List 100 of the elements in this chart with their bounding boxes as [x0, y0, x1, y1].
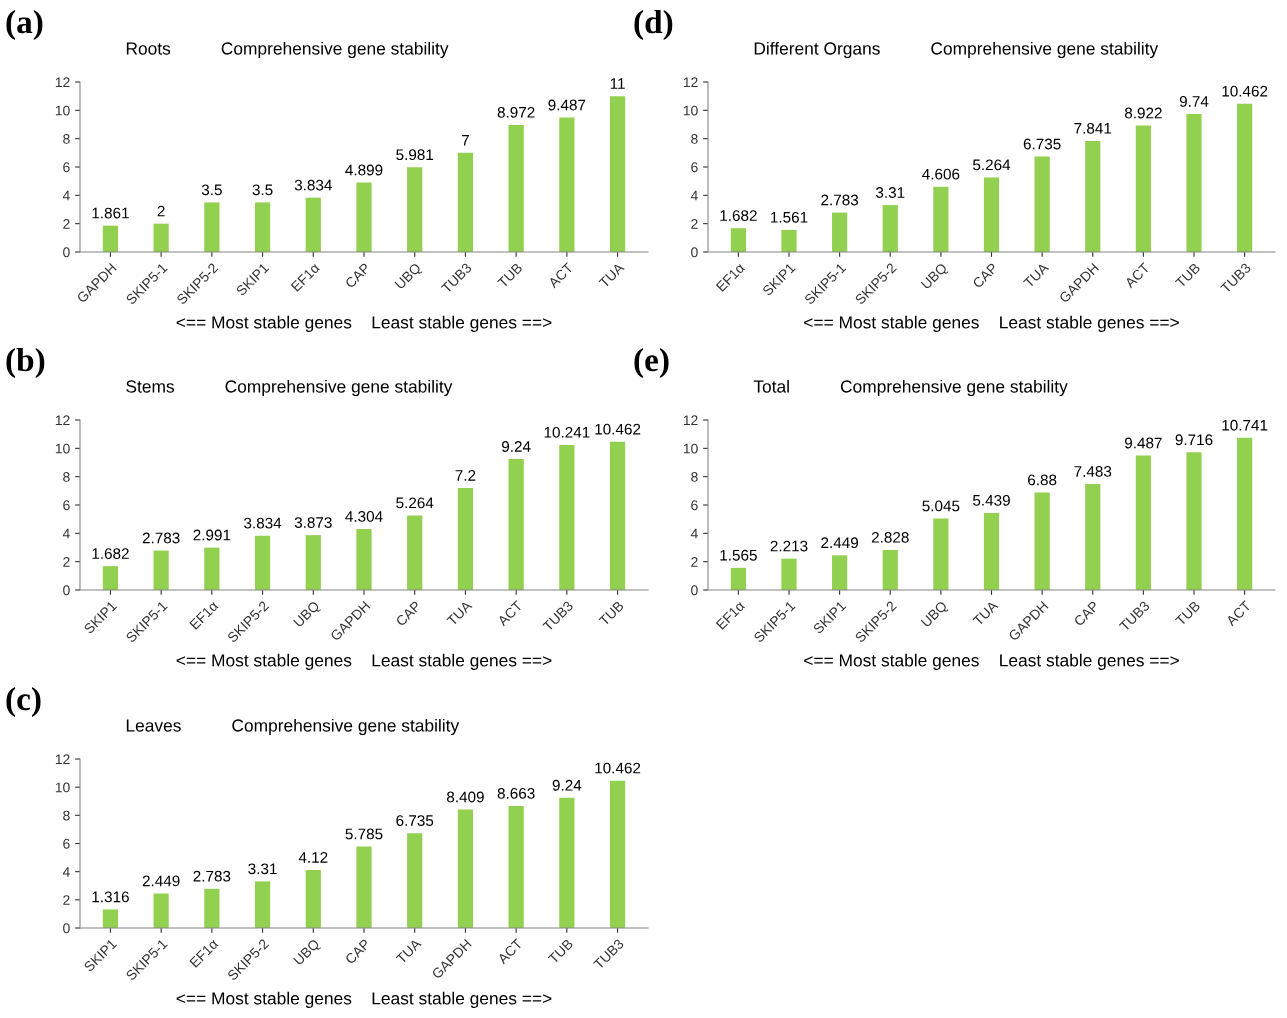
x-tick-label: TUB	[1174, 262, 1201, 289]
chart-subtitle: Comprehensive gene stability	[931, 41, 1159, 59]
data-label: 4.12	[298, 851, 328, 863]
data-label: 5.981	[396, 149, 434, 161]
y-tick-label: 8	[63, 472, 70, 482]
bar	[457, 488, 474, 590]
data-label: 6.735	[396, 815, 434, 826]
bar	[1237, 103, 1253, 252]
data-label: 4.304	[345, 511, 383, 522]
bar	[254, 535, 271, 590]
y-tick-label: 6	[63, 162, 70, 173]
bar	[983, 512, 1000, 590]
bar	[832, 555, 848, 590]
text: (a)	[6, 9, 43, 41]
y-tick-label: 10	[55, 782, 70, 793]
data-label: 2.783	[193, 870, 231, 882]
data-label: 2.991	[193, 529, 231, 541]
y-tick-label: 12	[55, 77, 70, 88]
y-tick-label: 0	[63, 585, 70, 596]
bar	[305, 869, 321, 928]
bar	[1186, 452, 1202, 590]
data-label: 7.483	[1074, 465, 1112, 477]
y-tick-label: 4	[690, 528, 698, 539]
data-label: 2	[157, 205, 165, 217]
data-label: 3.834	[294, 179, 332, 191]
data-label: 9.24	[501, 441, 531, 452]
x-tick-label: TUA	[972, 600, 999, 627]
chart-subtitle: Comprehensive gene stability	[232, 718, 460, 736]
bar	[102, 225, 119, 252]
data-label: 5.264	[396, 497, 434, 509]
x-axis-title: <== Most stable genes Least stable genes ==>	[176, 653, 552, 670]
data-label: 10.462	[595, 423, 641, 435]
data-label: 11	[610, 78, 625, 89]
data-label: 2.213	[770, 540, 808, 552]
bar	[1237, 437, 1253, 590]
bar	[153, 893, 169, 928]
y-tick-label: 0	[691, 247, 698, 258]
bar	[933, 518, 949, 590]
data-label: 5.045	[922, 500, 960, 512]
bar	[508, 459, 524, 590]
y-tick-label: 2	[63, 219, 70, 229]
bar	[204, 202, 220, 252]
y-tick-label: 0	[63, 923, 70, 934]
bar	[305, 535, 321, 590]
bar	[609, 96, 626, 252]
data-label: 3.873	[294, 517, 332, 528]
bar	[781, 229, 797, 252]
bar	[609, 780, 626, 928]
data-label: 7	[461, 134, 469, 146]
x-axis-title: <== Most stable genes Least stable genes ==>	[804, 315, 1179, 332]
bar	[508, 124, 524, 252]
y-tick-label: 6	[63, 500, 70, 511]
bar	[457, 152, 474, 252]
text: (e)	[634, 347, 669, 379]
bar	[356, 529, 372, 590]
x-axis-title: <== Most stable genes Least stable genes ==>	[176, 315, 552, 332]
y-tick-label: 12	[55, 415, 70, 426]
bar	[508, 806, 524, 928]
bar	[1135, 455, 1151, 590]
bar	[1085, 483, 1101, 590]
y-tick-label: 4	[62, 867, 70, 877]
data-label: 8.972	[497, 106, 535, 118]
data-label: 8.409	[446, 791, 484, 803]
bar	[1034, 492, 1050, 590]
data-label: 10.462	[595, 762, 641, 774]
data-label: 8.663	[497, 787, 535, 799]
bar	[153, 223, 169, 252]
bar	[781, 558, 797, 590]
data-label: 9.24	[552, 779, 582, 791]
y-tick-label: 8	[63, 134, 70, 144]
bar	[882, 549, 898, 590]
y-tick-label: 8	[691, 472, 698, 482]
bar	[356, 846, 372, 928]
data-label: 9.716	[1175, 434, 1213, 446]
data-label: 10.741	[1222, 419, 1268, 431]
chart-title: Stems	[126, 380, 175, 393]
chart-title: Different Organs	[754, 41, 880, 59]
data-label: 10.241	[544, 426, 590, 438]
bar	[983, 177, 1000, 252]
y-tick-label: 10	[683, 443, 698, 454]
data-label: 1.561	[771, 211, 808, 223]
x-axis-title: <== Most stable genes Least stable genes ==>	[176, 991, 552, 1008]
bar	[407, 515, 423, 590]
bar	[457, 809, 474, 928]
y-tick-label: 2	[691, 219, 698, 229]
bar	[204, 547, 220, 590]
data-label: 2.449	[142, 875, 180, 887]
data-label: 2.828	[871, 531, 909, 543]
x-tick-label: TUA	[446, 600, 473, 627]
bar	[730, 228, 746, 252]
data-label: 6.88	[1028, 474, 1057, 486]
y-tick-label: 2	[691, 557, 698, 567]
data-label: 1.565	[720, 549, 757, 561]
data-label: 6.735	[1023, 138, 1061, 150]
data-label: 9.74	[1179, 96, 1209, 107]
bar	[254, 202, 271, 252]
data-label: 2.449	[821, 537, 859, 549]
x-tick-label: TUB	[598, 600, 625, 627]
bar	[407, 167, 423, 252]
y-tick-label: 4	[62, 190, 70, 201]
